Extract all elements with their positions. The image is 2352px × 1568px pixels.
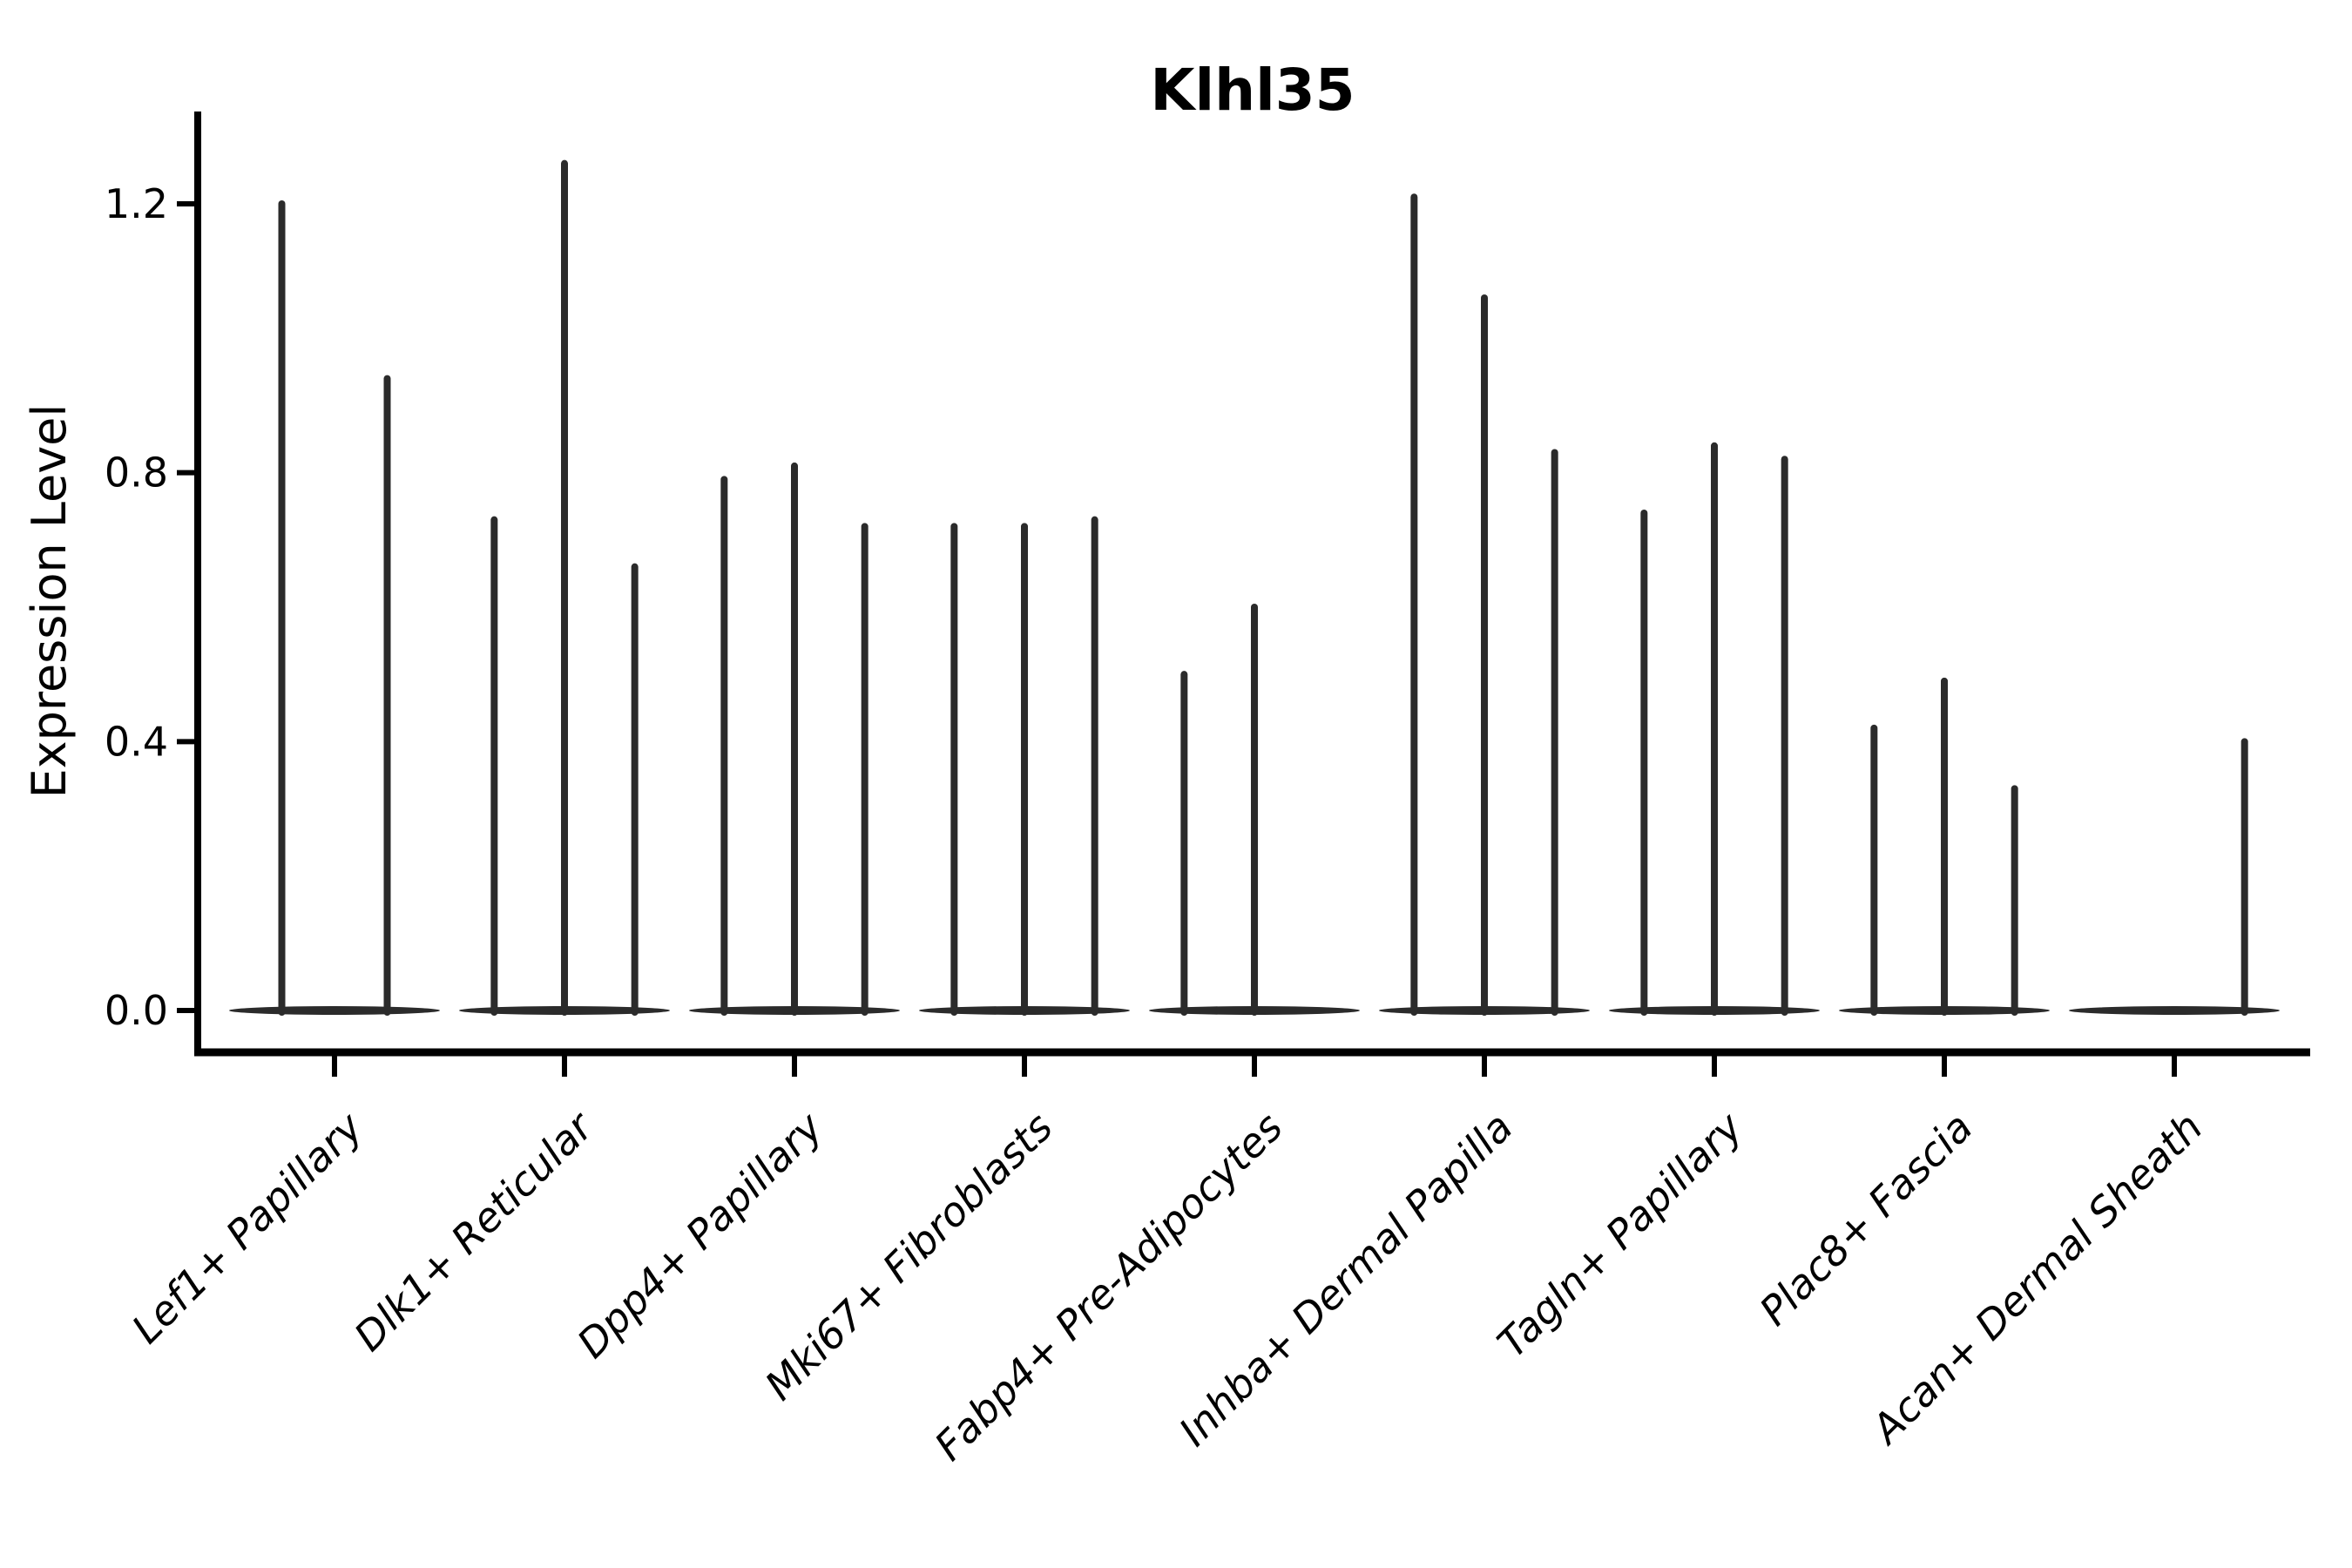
x-tick-label: Plac8+ Fascia — [1750, 1104, 1981, 1335]
violin-group — [2069, 738, 2280, 1016]
x-tick-label: Tagln+ Papillary — [1488, 1103, 1752, 1367]
violin-group — [459, 159, 670, 1016]
x-tick-label: Dpp4+ Papillary — [568, 1103, 832, 1367]
violin-group — [1379, 193, 1590, 1016]
chart-title: Klhl35 — [1150, 57, 1355, 124]
violin-group — [689, 462, 900, 1016]
violin-group — [229, 199, 440, 1016]
y-tick-label: 0.0 — [105, 987, 168, 1034]
violin-group — [919, 516, 1130, 1016]
y-axis-label: Expression Level — [22, 404, 77, 799]
violins — [229, 159, 2280, 1016]
y-axis-ticks: 0.0 0.4 0.8 1.2 — [105, 180, 198, 1034]
violin-base-band — [229, 1006, 440, 1015]
x-tick-label: Dlk1+ Reticular — [345, 1101, 604, 1360]
y-tick-label: 0.8 — [105, 449, 168, 497]
x-tick-label: Lef1+ Papillary — [123, 1103, 372, 1352]
y-tick-label: 1.2 — [105, 180, 168, 227]
violin-group — [1149, 603, 1360, 1016]
violin-group — [1839, 677, 2050, 1016]
y-tick-label: 0.4 — [105, 718, 168, 765]
violin-base-band — [2069, 1006, 2280, 1015]
violin-group — [1609, 442, 1820, 1016]
